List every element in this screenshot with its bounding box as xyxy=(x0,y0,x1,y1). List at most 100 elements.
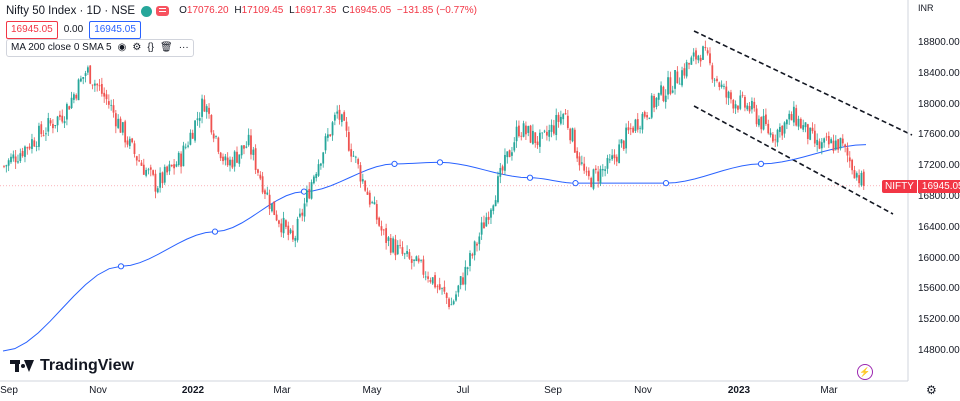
candle-body xyxy=(105,94,108,100)
candle xyxy=(5,164,8,173)
candle-body xyxy=(827,136,830,145)
candle xyxy=(858,169,861,188)
sell-button[interactable]: 16945.05 xyxy=(6,21,58,39)
indicator-legend[interactable]: MA 200 close 0 SMA 5 ◉ ⚙ {} 🗑 ··· xyxy=(6,39,194,57)
candle xyxy=(226,152,229,167)
delete-icon[interactable]: 🗑 xyxy=(160,42,173,53)
candle-body xyxy=(713,79,716,81)
buy-button[interactable]: 16945.05 xyxy=(89,21,141,39)
eye-icon[interactable]: ◉ xyxy=(117,42,127,53)
candle xyxy=(720,80,723,89)
candle xyxy=(490,207,492,224)
candle-body xyxy=(156,188,159,193)
candle-body xyxy=(464,266,467,285)
candle xyxy=(573,127,576,154)
x-tick-label: Sep xyxy=(0,385,18,396)
candle-body xyxy=(310,182,313,199)
candle xyxy=(699,54,702,67)
candle-body xyxy=(576,150,579,159)
candle xyxy=(408,249,411,260)
settings-icon[interactable]: ⚙ xyxy=(132,42,142,53)
candle-body xyxy=(371,202,374,204)
candle xyxy=(466,266,469,276)
source-code-icon[interactable]: {} xyxy=(147,42,155,53)
compare-icon[interactable] xyxy=(156,6,170,16)
candle xyxy=(534,132,537,148)
candle-body xyxy=(806,124,809,139)
candle xyxy=(627,120,630,135)
candle xyxy=(308,182,311,200)
candle-body xyxy=(252,149,255,155)
tradingview-logo[interactable]: TradingView xyxy=(10,357,134,375)
candle-body xyxy=(7,160,10,166)
candle xyxy=(224,153,227,166)
candle-body xyxy=(799,118,802,129)
candle xyxy=(809,127,812,141)
candle-body xyxy=(678,83,681,85)
lower-trend-line xyxy=(693,105,894,215)
candle xyxy=(709,47,711,66)
candle-body xyxy=(31,139,33,149)
candle-body xyxy=(592,169,595,189)
candle xyxy=(529,124,532,144)
currency-label[interactable]: INR xyxy=(918,3,934,13)
candle-body xyxy=(634,119,637,131)
candle xyxy=(17,154,19,164)
candle xyxy=(301,208,304,222)
candle-body xyxy=(233,151,236,167)
candle xyxy=(748,102,751,114)
candle xyxy=(506,151,509,164)
candle-body xyxy=(47,118,50,132)
candle-body xyxy=(138,160,141,162)
candle-body xyxy=(21,150,24,157)
gear-icon[interactable]: ⚙ xyxy=(926,383,937,397)
candle xyxy=(12,150,15,162)
symbol-title[interactable]: Nifty 50 Index · 1D · NSE xyxy=(6,5,136,17)
candle xyxy=(233,150,236,172)
candle-body xyxy=(147,169,150,171)
candle-body xyxy=(513,142,516,151)
candle-body xyxy=(774,139,777,141)
candle-body xyxy=(697,55,700,61)
candle-body xyxy=(497,176,499,203)
candle xyxy=(855,171,858,181)
candle xyxy=(429,277,432,284)
candle xyxy=(483,215,485,229)
candle xyxy=(499,162,502,184)
more-icon[interactable]: ··· xyxy=(178,42,189,53)
candle xyxy=(436,284,439,294)
flash-icon[interactable]: ⚡ xyxy=(857,364,873,380)
candle xyxy=(245,141,248,149)
candle xyxy=(252,146,255,161)
candle-body xyxy=(518,125,520,137)
candle-body xyxy=(268,194,271,209)
x-tick-label: Nov xyxy=(634,385,652,396)
candle-body xyxy=(61,115,64,122)
candle-body xyxy=(257,169,259,173)
candle xyxy=(536,135,539,149)
candle-body xyxy=(54,125,57,127)
candle xyxy=(608,154,611,164)
candle xyxy=(583,156,586,174)
candle xyxy=(140,159,143,167)
candle xyxy=(613,149,616,165)
candle xyxy=(741,91,744,98)
candle-body xyxy=(692,52,695,57)
candle xyxy=(690,55,693,65)
candle xyxy=(648,117,651,120)
candle-body xyxy=(772,134,774,142)
candle xyxy=(177,151,180,167)
candle xyxy=(566,109,569,130)
candle-body xyxy=(373,202,376,205)
market-open-icon xyxy=(141,5,153,17)
candle-body xyxy=(84,73,87,76)
candle xyxy=(7,158,10,172)
candle xyxy=(837,138,840,153)
candle-body xyxy=(820,142,823,149)
candle-body xyxy=(804,122,807,128)
candle xyxy=(497,171,499,204)
candle xyxy=(760,116,763,134)
candle xyxy=(154,169,157,199)
candle xyxy=(49,118,52,126)
